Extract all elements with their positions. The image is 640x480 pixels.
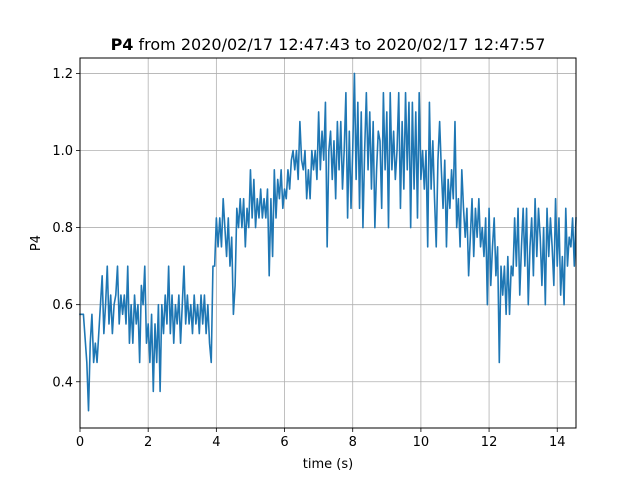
x-tick-label: 6 xyxy=(280,435,288,450)
y-tick-label: 1.2 xyxy=(52,67,73,82)
series-line xyxy=(79,72,577,412)
x-tick-label: 2 xyxy=(144,435,152,450)
chart-title-rest: from 2020/02/17 12:47:43 to 2020/02/17 1… xyxy=(133,35,545,54)
y-tick-label: 0.8 xyxy=(52,221,73,236)
x-tick-label: 8 xyxy=(349,435,357,450)
x-tick-label: 12 xyxy=(481,435,498,450)
y-axis-label: P4 xyxy=(29,235,44,251)
x-axis-label: time (s) xyxy=(303,457,353,472)
y-tick-label: 1.0 xyxy=(52,144,73,159)
chart-title: P4 from 2020/02/17 12:47:43 to 2020/02/1… xyxy=(111,35,546,54)
y-tick-label: 0.4 xyxy=(52,375,73,390)
y-tick-label: 0.6 xyxy=(52,298,73,313)
x-tick-label: 10 xyxy=(413,435,430,450)
grid xyxy=(79,58,576,428)
x-tick-label: 0 xyxy=(76,435,84,450)
chart-title-bold: P4 xyxy=(111,35,134,54)
y-axis: 0.4 0.6 0.8 1.0 1.2 xyxy=(52,67,80,390)
plot-frame xyxy=(79,57,577,429)
x-tick-label: 14 xyxy=(549,435,566,450)
series-layer xyxy=(79,72,577,412)
x-tick-label: 4 xyxy=(212,435,220,450)
x-axis: 0 2 4 6 8 10 12 14 xyxy=(76,428,566,450)
